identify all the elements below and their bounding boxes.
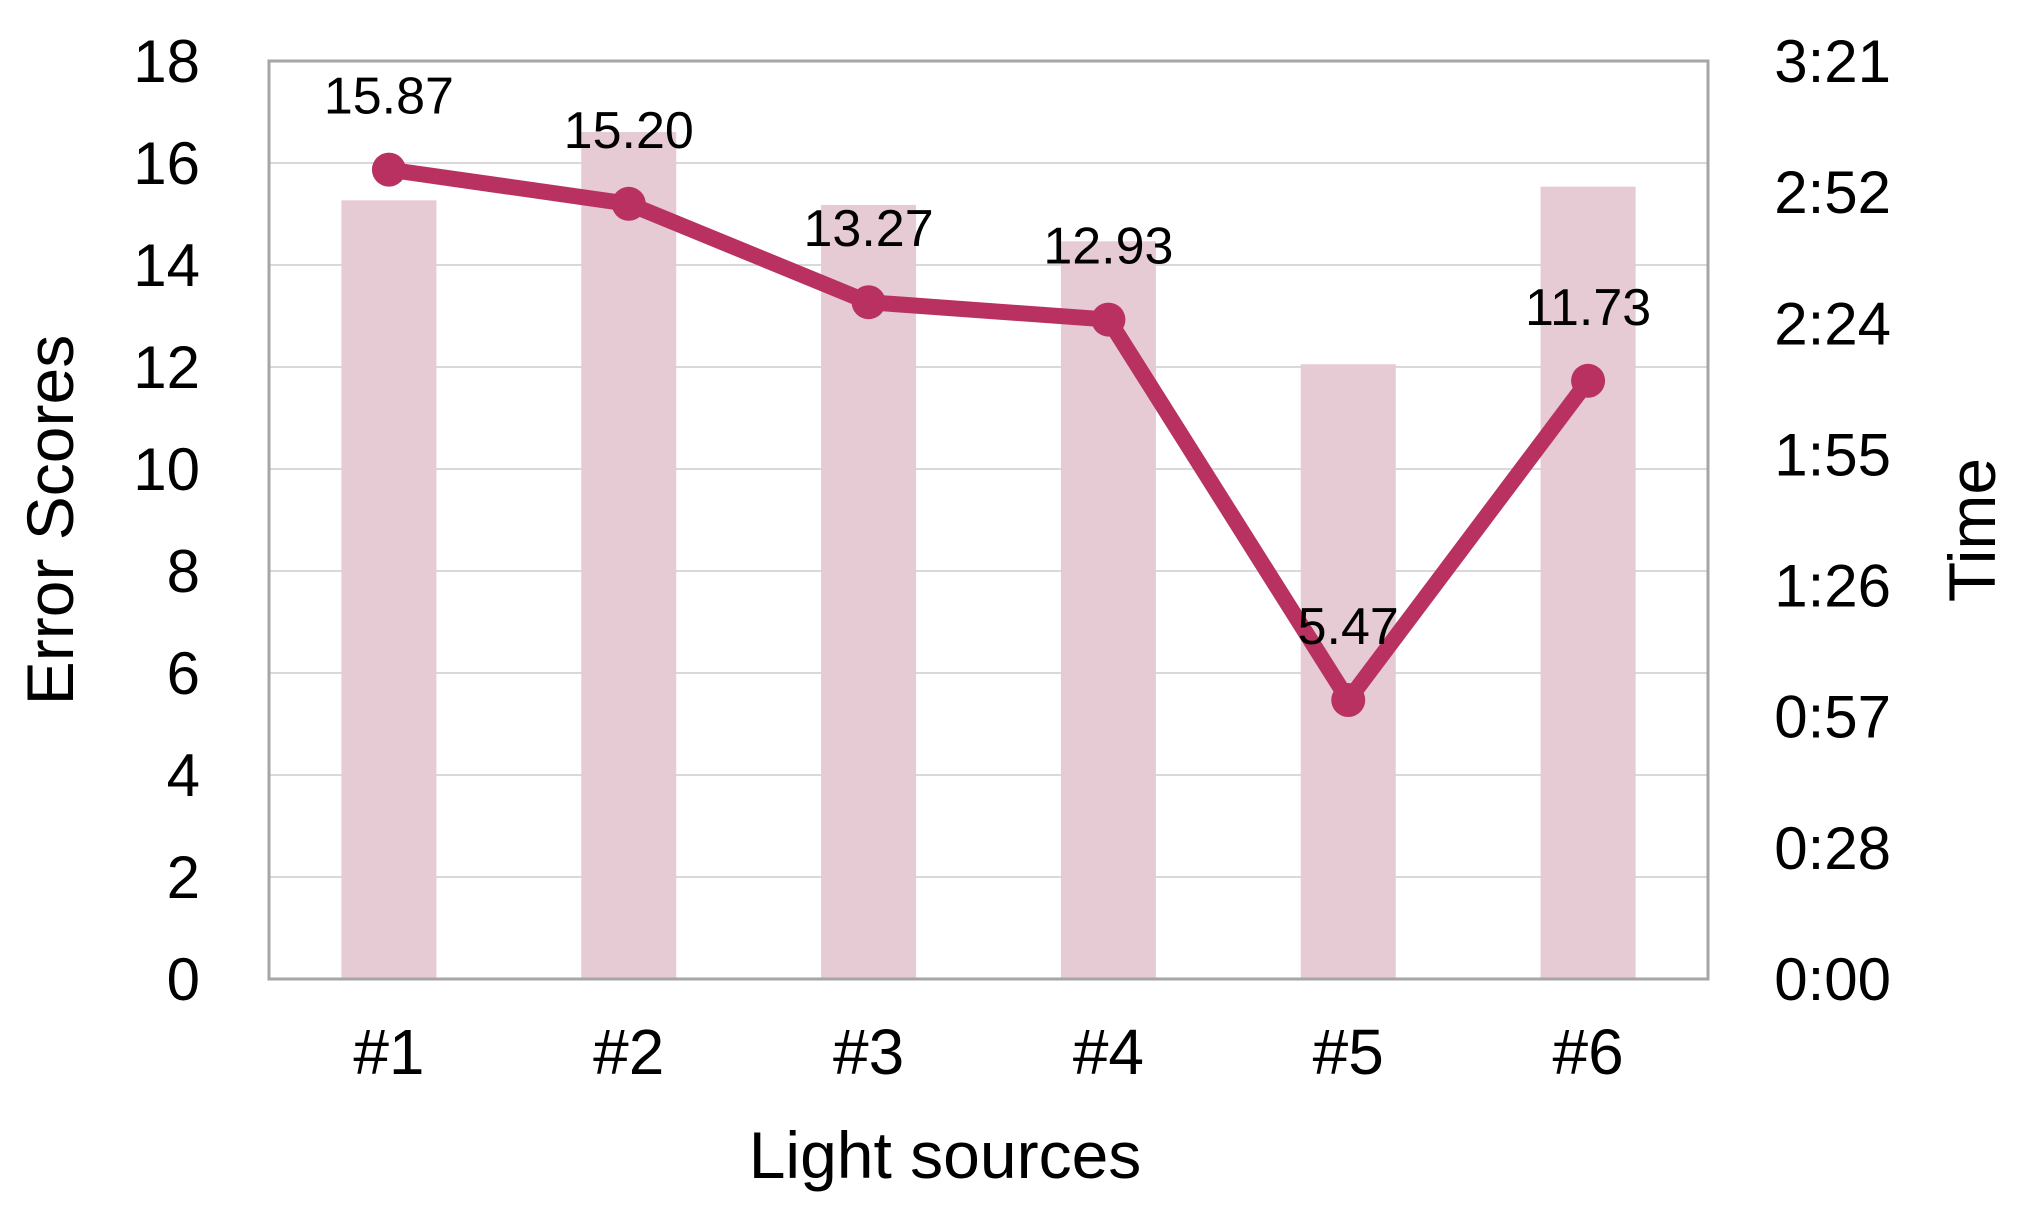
right-tick-label-1:55: 1:55 (1774, 421, 1891, 488)
category-label-6: #6 (1552, 1016, 1623, 1088)
left-tick-label-2: 2 (167, 844, 200, 911)
left-tick-label-0: 0 (167, 946, 200, 1013)
right-tick-label-0:28: 0:28 (1774, 815, 1891, 882)
right-tick-label-1:26: 1:26 (1774, 553, 1891, 620)
time-bar-2 (581, 132, 677, 980)
time-bar-5 (1300, 364, 1396, 980)
right-axis-title: Time (1935, 457, 2009, 603)
left-tick-label-6: 6 (167, 640, 200, 707)
right-tick-label-2:24: 2:24 (1774, 290, 1891, 357)
data-label-5: 5.47 (1298, 598, 1399, 656)
category-label-4: #4 (1073, 1016, 1144, 1088)
left-tick-label-12: 12 (133, 334, 200, 401)
left-tick-label-4: 4 (167, 742, 200, 809)
x-axis-title: Light sources (748, 1118, 1142, 1192)
data-label-2: 15.20 (564, 102, 694, 160)
left-tick-label-16: 16 (133, 130, 200, 197)
plot-frame (267, 59, 1710, 981)
left-tick-label-10: 10 (133, 436, 200, 503)
error-scores-point-3 (851, 285, 886, 320)
data-label-3: 13.27 (804, 200, 934, 258)
category-label-2: #2 (593, 1016, 664, 1088)
error-scores-point-1 (371, 152, 406, 187)
category-label-1: #1 (353, 1016, 424, 1088)
category-label-3: #3 (833, 1016, 904, 1088)
right-tick-label-0:57: 0:57 (1774, 684, 1891, 751)
error-scores-point-6 (1571, 363, 1606, 398)
right-tick-label-3:21: 3:21 (1774, 28, 1891, 95)
error-scores-point-5 (1331, 683, 1366, 718)
error-scores-point-4 (1091, 302, 1126, 337)
time-bar-3 (821, 204, 917, 980)
time-bar-6 (1540, 186, 1636, 979)
category-label-5: #5 (1313, 1016, 1384, 1088)
data-label-4: 12.93 (1043, 218, 1173, 276)
left-tick-label-8: 8 (167, 538, 200, 605)
error-scores-line (380, 161, 1597, 709)
left-tick-label-18: 18 (133, 28, 200, 95)
right-tick-label-0:00: 0:00 (1774, 946, 1891, 1013)
data-label-1: 15.87 (324, 68, 454, 126)
time-bar-4 (1060, 241, 1156, 980)
error-scores-point-2 (611, 186, 646, 221)
left-tick-label-14: 14 (133, 232, 200, 299)
time-bar-1 (341, 200, 437, 979)
left-axis-title: Error Scores (13, 334, 87, 706)
right-tick-label-2:52: 2:52 (1774, 159, 1891, 226)
data-label-6: 11.73 (1525, 279, 1651, 337)
